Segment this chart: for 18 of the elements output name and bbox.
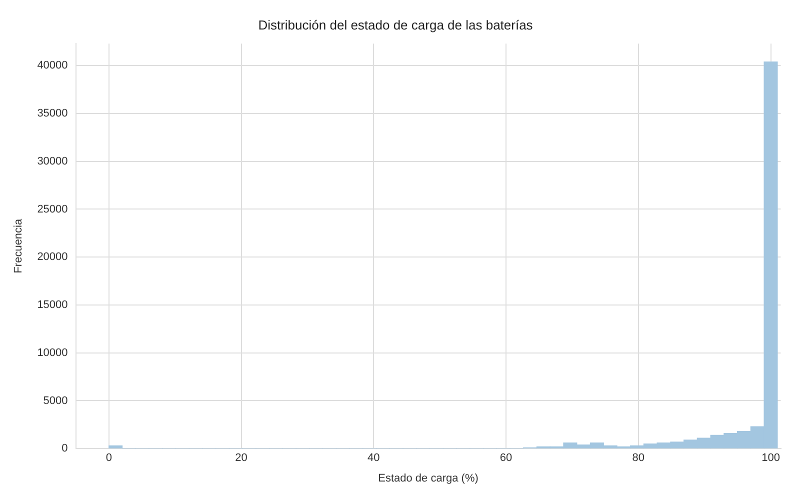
y-tick-label: 40000: [37, 60, 68, 72]
y-tick-label: 0: [62, 442, 68, 455]
y-tick-label: 25000: [37, 203, 68, 216]
x-tick-label: 0: [106, 452, 112, 464]
x-tick-label: 60: [500, 452, 512, 464]
y-tick-label: 5000: [43, 394, 68, 407]
x-axis-title: Estado de carga (%): [378, 472, 478, 484]
x-tick-label: 40: [368, 452, 380, 464]
x-tick-label: 80: [632, 452, 645, 464]
x-tick-label: 100: [762, 452, 780, 464]
y-tick-label: 30000: [37, 155, 68, 168]
x-tick-label: 20: [235, 452, 248, 464]
chart-title: Distribución del estado de carga de las baterías: [258, 17, 534, 32]
y-tick-label: 15000: [37, 299, 68, 312]
y-tick-label: 35000: [37, 108, 68, 120]
y-tick-label: 20000: [37, 251, 68, 264]
y-tick-label: 10000: [37, 346, 68, 359]
y-axis-title: Frecuencia: [12, 218, 25, 274]
